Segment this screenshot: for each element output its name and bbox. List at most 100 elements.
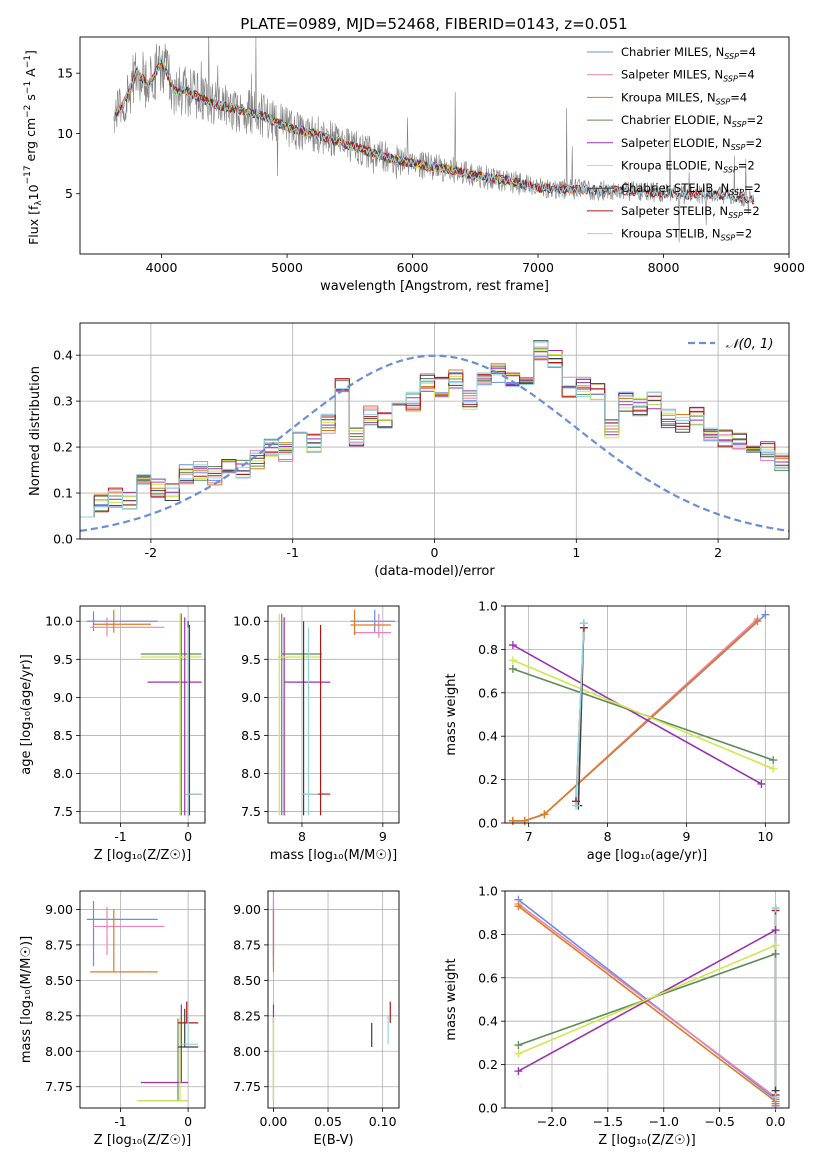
panel-weight-vs-z: −2.0 −1.5 −1.0 −0.5 0.0 0.0 0.2 0.4 0.6 0.8 1.0 Z [… xyxy=(444,884,790,1148)
marker-chabrier-elodie xyxy=(769,756,778,765)
y-tick-label: 8.50 xyxy=(45,973,73,988)
x-tick-label: −2.0 xyxy=(537,1114,567,1129)
x-tick-label: 0.0 xyxy=(766,1114,786,1129)
panel-spectrum: 4000 5000 6000 7000 8000 9000 5 10 15 Chabrier MI… xyxy=(23,36,805,294)
y-tick-label: 8.5 xyxy=(241,728,261,743)
x-tick-label: 7 xyxy=(525,829,533,844)
marker-kroupa-elodie xyxy=(769,764,778,773)
y-tick-label: 8.25 xyxy=(233,1008,261,1023)
y-tick-label: 1.0 xyxy=(478,884,498,899)
figure-title: PLATE=0989, MJD=52468, FIBERID=0143, z=0… xyxy=(240,15,627,33)
x-tick-label: 10 xyxy=(757,829,773,844)
marker-kroupa-elodie xyxy=(771,941,780,950)
model-kroupa-stelib xyxy=(113,55,755,202)
histogram-kroupa-stelib xyxy=(80,341,789,518)
grid xyxy=(268,606,399,823)
x-tick-label: -1 xyxy=(286,545,298,560)
grid xyxy=(505,605,789,824)
y-tick-label: 8.75 xyxy=(233,937,261,952)
plot-area xyxy=(512,614,774,822)
plot-area xyxy=(272,891,391,1101)
x-axis-label: wavelength [Angstrom, rest frame] xyxy=(320,279,549,294)
x-tick-label: 1 xyxy=(572,545,580,560)
marker-salpeter-elodie xyxy=(771,926,780,935)
y-axis-label: mass weight xyxy=(444,958,459,1040)
x-tick-label: −1.0 xyxy=(649,1114,679,1129)
line-kroupa-miles xyxy=(517,905,777,1104)
x-axis-label: Z [log₁₀(Z/Z☉)] xyxy=(94,1133,191,1148)
axes-frame xyxy=(504,605,790,824)
legend-label-salpeter-elodie: Salpeter ELODIE, NSSP=2 xyxy=(621,136,762,152)
marker-chabrier-elodie xyxy=(771,949,780,958)
x-tick-label: −0.5 xyxy=(704,1114,734,1129)
x-axis-label: Z [log₁₀(Z/Z☉)] xyxy=(94,848,191,863)
x-tick-label: 8 xyxy=(298,829,306,844)
axes-frame xyxy=(267,890,400,1109)
x-axis-label: mass [log₁₀(M/M☉)] xyxy=(270,848,397,863)
plot-area xyxy=(517,899,777,1106)
y-tick-label: 9.0 xyxy=(53,690,73,705)
y-tick-label: 5 xyxy=(65,186,73,201)
y-tick-label: 0.0 xyxy=(478,1101,498,1116)
line-kroupa-elodie xyxy=(512,659,774,770)
y-tick-label: 10.0 xyxy=(233,614,261,629)
marker-chabrier-miles xyxy=(761,610,770,619)
x-tick-label: -1 xyxy=(114,1114,126,1129)
legend-label-chabrier-elodie: Chabrier ELODIE, NSSP=2 xyxy=(621,113,763,129)
legend-label-kroupa-miles: Kroupa MILES, NSSP=4 xyxy=(621,90,747,106)
line-salpeter-elodie xyxy=(518,929,776,1072)
x-tick-label: 2 xyxy=(714,545,722,560)
legend-label-chabrier-stelib: Chabrier STELIB, NSSP=2 xyxy=(621,181,761,197)
y-axis-label: mass [log₁₀(M/M☉)] xyxy=(19,936,34,1063)
legend-label-kroupa-elodie: Kroupa ELODIE, NSSP=2 xyxy=(621,159,755,175)
grid xyxy=(80,891,205,1108)
x-tick-label: -1 xyxy=(114,829,126,844)
y-axis-label: age [log₁₀(age/yr)] xyxy=(19,654,34,775)
y-tick-label: 0.4 xyxy=(478,1014,498,1029)
y-axis-label: mass weight xyxy=(444,673,459,755)
legend-label-salpeter-miles: Salpeter MILES, NSSP=4 xyxy=(621,68,755,84)
line-kroupa-miles xyxy=(512,620,758,822)
y-tick-label: 0.0 xyxy=(53,532,73,547)
y-tick-label: 9.00 xyxy=(45,902,73,917)
histogram-kroupa-miles xyxy=(80,357,789,518)
y-tick-label: 9.00 xyxy=(233,902,261,917)
line-kroupa-elodie xyxy=(518,944,776,1055)
y-tick-label: 9.0 xyxy=(241,690,261,705)
y-tick-label: 8.75 xyxy=(45,937,73,952)
marker-kroupa-elodie xyxy=(514,1049,523,1058)
legend-label-gaussian: 𝒩(0, 1) xyxy=(726,337,773,352)
x-axis-label: E(B-V) xyxy=(313,1133,353,1148)
plot-area xyxy=(113,37,755,243)
marker-kroupa-miles xyxy=(520,816,529,825)
y-tick-label: 0.8 xyxy=(478,642,498,657)
x-tick-label: 8 xyxy=(604,829,612,844)
y-tick-label: 7.75 xyxy=(233,1079,261,1094)
x-tick-label: 9 xyxy=(682,829,690,844)
x-axis-label: (data-model)/error xyxy=(374,564,495,579)
panel-mass-vs-z: -1 0 7.75 8.00 8.25 8.50 8.75 9.00 Z [log₁₀(Z/Z☉… xyxy=(19,890,206,1148)
marker-kroupa-stelib xyxy=(572,801,580,810)
y-tick-label: 8.0 xyxy=(241,766,261,781)
panel-weight-vs-age: 7 8 9 10 0.0 0.2 0.4 0.6 0.8 1.0 age [log₁₀(age/yr… xyxy=(444,599,790,863)
y-tick-label: 8.00 xyxy=(45,1044,73,1059)
plot-area xyxy=(86,609,202,816)
marker-salpeter-elodie xyxy=(514,1067,523,1076)
gaussian-curve xyxy=(80,354,789,532)
x-tick-label: 7000 xyxy=(522,260,554,275)
marker-kroupa-elodie xyxy=(508,656,517,665)
y-tick-label: 0.6 xyxy=(478,970,498,985)
plot-area xyxy=(277,609,395,816)
y-tick-label: 0.4 xyxy=(478,729,498,744)
marker-kroupa-miles xyxy=(753,617,762,626)
y-tick-label: 0.8 xyxy=(478,927,498,942)
marker-chabrier-elodie xyxy=(508,664,517,673)
x-tick-label: 0 xyxy=(431,545,439,560)
axes-frame xyxy=(504,890,790,1109)
grid xyxy=(80,606,205,823)
legend-label-salpeter-stelib: Salpeter STELIB, NSSP=2 xyxy=(621,204,760,220)
marker-kroupa-stelib xyxy=(771,1093,780,1102)
panel-residuals: -2 -1 0 1 2 0.0 0.1 0.2 0.3 0.4 𝒩(0, 1) (data-model… xyxy=(28,322,790,579)
y-tick-label: 1.0 xyxy=(478,599,498,614)
marker-kroupa-stelib xyxy=(579,619,588,628)
